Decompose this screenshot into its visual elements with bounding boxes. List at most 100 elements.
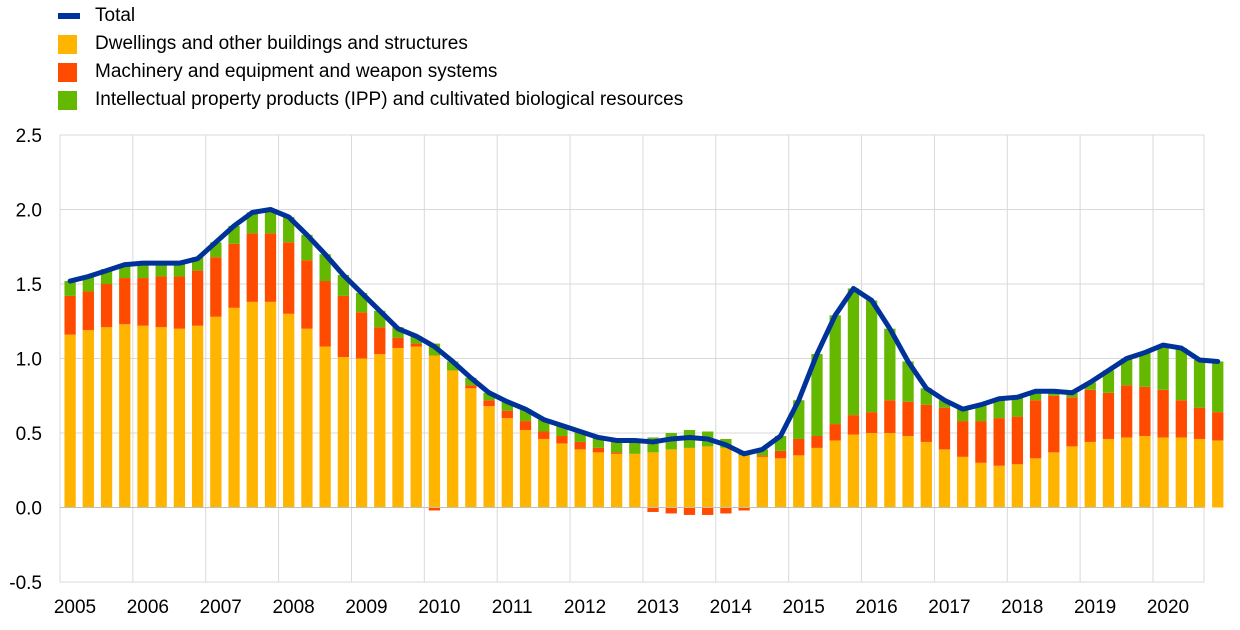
bar-segment <box>756 449 768 456</box>
bar-segment <box>993 465 1005 508</box>
x-tick-label: 2007 <box>200 597 242 618</box>
bar-segment <box>1175 348 1187 401</box>
bar-segment <box>1139 435 1151 508</box>
y-tick-label: -0.5 <box>9 573 42 594</box>
bar-segment <box>337 295 350 358</box>
bar-segment <box>702 507 714 515</box>
bar-segment <box>1139 386 1151 436</box>
bar-segment <box>1066 446 1078 508</box>
bar-segment <box>1011 397 1024 417</box>
bar-segment <box>1121 437 1133 508</box>
bar-segment <box>64 295 76 335</box>
bar-segment <box>592 452 605 508</box>
bar-segment <box>337 275 350 296</box>
bar-segment <box>774 450 787 459</box>
bar-segment <box>574 441 586 450</box>
x-tick-label: 2010 <box>418 597 460 618</box>
bar-segment <box>519 430 532 508</box>
y-tick-label: 0.0 <box>16 499 42 520</box>
legend-item: Intellectual property products (IPP) and… <box>58 86 683 114</box>
legend-item: Total <box>58 2 683 30</box>
bar-segment <box>392 337 404 349</box>
bar-segment <box>155 276 167 328</box>
x-tick-label: 2016 <box>855 597 897 618</box>
bar-segment <box>465 385 477 389</box>
bar-segment <box>119 278 131 325</box>
bar-segment <box>1048 452 1060 508</box>
bar-segment <box>938 449 951 508</box>
bar-segment <box>465 377 477 386</box>
bar-segment <box>1212 412 1224 441</box>
bar-segment <box>483 406 495 508</box>
bar-segment <box>210 316 222 508</box>
bar-segment <box>119 264 131 279</box>
bar-segment <box>738 455 750 508</box>
x-tick-label: 2020 <box>1147 597 1189 618</box>
bar-segment <box>1029 458 1042 508</box>
bar-segment <box>410 336 422 344</box>
bar-segment <box>483 392 495 401</box>
bar-segment <box>592 447 605 453</box>
bar-segment <box>683 447 696 508</box>
bar-segment <box>100 284 113 328</box>
bar-segment <box>392 327 404 338</box>
bar-segment <box>793 455 805 508</box>
bar-segment <box>902 361 914 402</box>
bar-segment <box>957 456 969 508</box>
y-tick-label: 2.5 <box>16 126 42 147</box>
bar-segment <box>665 507 677 514</box>
bar-segment <box>538 419 550 432</box>
bar-segment <box>100 269 113 284</box>
bar-segment <box>920 404 932 442</box>
bar-segment <box>1102 392 1115 439</box>
bar-segment <box>1175 400 1187 438</box>
bar-segment <box>374 327 386 355</box>
y-tick-label: 2.0 <box>16 201 42 222</box>
bar-segment <box>1157 437 1169 508</box>
bar-segment <box>556 425 568 436</box>
bar-segment <box>556 435 568 444</box>
y-tick-label: 1.0 <box>16 350 42 371</box>
total-line <box>67 207 1221 457</box>
bar-segment <box>629 453 641 508</box>
bar-segment <box>283 313 295 508</box>
bar-segment <box>629 440 641 454</box>
bar-segment <box>538 431 550 439</box>
bar-segment <box>1157 389 1169 438</box>
x-tick-label: 2005 <box>54 597 96 618</box>
bar-segment <box>82 276 94 292</box>
bar-segment <box>774 435 787 451</box>
bar-segment <box>1102 438 1115 508</box>
bar-segment <box>1175 437 1187 508</box>
x-tick-label: 2013 <box>637 597 679 618</box>
bar-segment <box>938 407 951 450</box>
legend-swatch <box>58 62 77 82</box>
bar-segment <box>264 209 277 234</box>
bar-segment <box>793 438 805 456</box>
bar-segment <box>1157 345 1169 390</box>
bar-segment <box>301 260 313 329</box>
bar-segment <box>702 446 714 508</box>
bar-segment <box>683 507 696 515</box>
bar-segment <box>975 462 987 508</box>
bar-segment <box>847 415 860 435</box>
bar-segment <box>283 242 295 314</box>
bar-segment <box>501 401 513 411</box>
bar-segment <box>1084 441 1096 508</box>
bar-segment <box>865 433 878 508</box>
bar-segment <box>246 212 258 234</box>
bar-segment <box>173 328 186 508</box>
x-tick-label: 2009 <box>345 597 387 618</box>
bar-segment <box>483 400 495 407</box>
bar-segment <box>1193 438 1206 508</box>
x-tick-label: 2011 <box>492 597 533 618</box>
legend-label: Dwellings and other buildings and struct… <box>95 33 468 54</box>
bar-segment <box>82 330 94 508</box>
legend-label: Intellectual property products (IPP) and… <box>95 89 684 110</box>
bar-segment <box>501 410 513 419</box>
bar-segment <box>355 358 368 508</box>
x-tick-label: 2019 <box>1074 597 1116 618</box>
bar-segment <box>610 440 623 453</box>
bar-segment <box>574 449 586 508</box>
bar-segment <box>865 412 878 433</box>
